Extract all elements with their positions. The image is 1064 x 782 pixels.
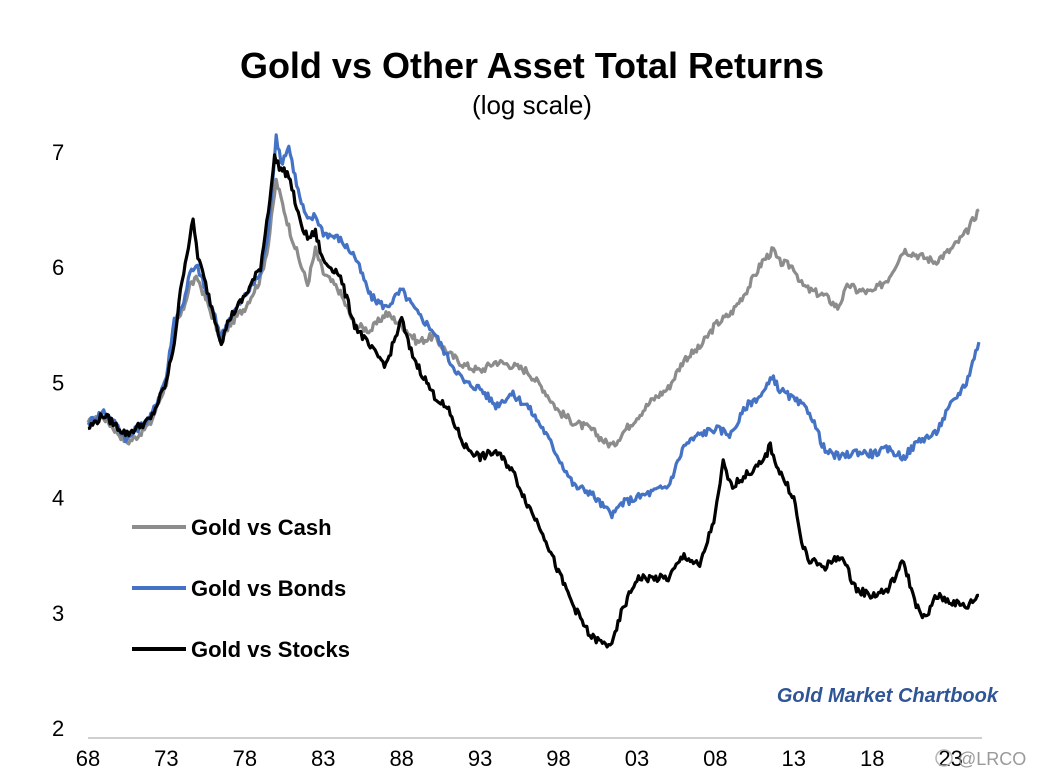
x-tick-label: 18 [860, 746, 884, 771]
x-tick-label: 73 [154, 746, 178, 771]
watermark: @LRCO [935, 749, 1026, 769]
legend: Gold vs Cash Gold vs Bonds Gold vs Stock… [132, 515, 350, 662]
legend-label-stocks: Gold vs Stocks [191, 637, 350, 662]
y-tick-label: 5 [52, 370, 64, 395]
x-tick-label: 03 [625, 746, 649, 771]
watermark-text: @LRCO [958, 749, 1026, 769]
legend-item-stocks: Gold vs Stocks [132, 637, 350, 662]
y-tick-label: 3 [52, 601, 64, 626]
series-line-gold-vs-stocks [87, 153, 979, 649]
y-tick-label: 6 [52, 255, 64, 280]
series-lines [86, 133, 981, 649]
legend-item-cash: Gold vs Cash [132, 515, 332, 540]
x-axis-ticks: 68 73 78 83 88 93 98 03 08 13 18 23 [76, 746, 963, 771]
legend-label-bonds: Gold vs Bonds [191, 576, 346, 601]
x-tick-label: 08 [703, 746, 727, 771]
x-tick-label: 88 [389, 746, 413, 771]
source-label: Gold Market Chartbook [777, 685, 999, 707]
x-tick-label: 83 [311, 746, 335, 771]
watermark-icon [935, 749, 953, 767]
chart-title: Gold vs Other Asset Total Returns [240, 45, 824, 86]
legend-label-cash: Gold vs Cash [191, 515, 332, 540]
x-tick-label: 98 [546, 746, 570, 771]
x-tick-label: 78 [233, 746, 257, 771]
x-tick-label: 93 [468, 746, 492, 771]
chart-subtitle: (log scale) [472, 90, 592, 120]
y-tick-label: 2 [52, 716, 64, 741]
legend-item-bonds: Gold vs Bonds [132, 576, 346, 601]
series-line-gold-vs-cash [86, 177, 980, 449]
series-line-gold-vs-bonds [86, 133, 981, 520]
y-tick-label: 7 [52, 140, 64, 165]
y-tick-label: 4 [52, 486, 64, 511]
x-tick-label: 68 [76, 746, 100, 771]
x-tick-label: 13 [782, 746, 806, 771]
y-axis-ticks: 2 3 4 5 6 7 [52, 140, 64, 741]
